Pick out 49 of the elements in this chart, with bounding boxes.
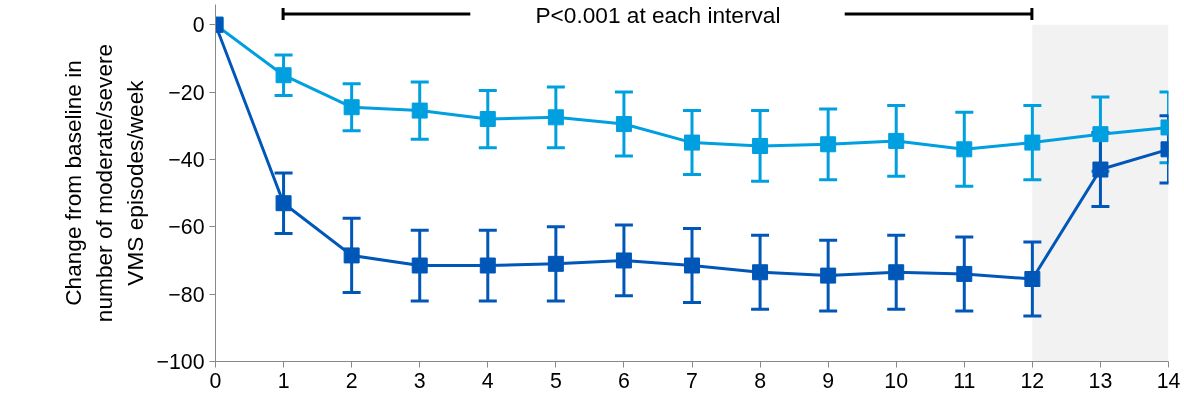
point <box>752 137 769 154</box>
x-tick-label: 12 <box>1020 368 1045 393</box>
point <box>411 257 428 274</box>
x-tick-label: 14 <box>1156 368 1181 393</box>
point <box>684 134 700 151</box>
x-tick-label: 10 <box>884 368 909 393</box>
point <box>956 265 973 282</box>
point <box>888 264 905 281</box>
x-tick-label: 7 <box>686 368 698 393</box>
point <box>275 67 292 84</box>
y-tick-label: −100 <box>156 350 205 374</box>
point <box>547 255 564 272</box>
x-tick-label: 4 <box>481 368 494 393</box>
y-axis-title: Change from baseline in number of moderate/severe VMS episodes/week <box>60 43 149 323</box>
point <box>752 264 769 281</box>
x-tick-label: 11 <box>953 368 976 393</box>
point <box>1092 161 1109 178</box>
x-tick-label: 13 <box>1088 368 1113 393</box>
x-tick-label: 3 <box>413 368 426 393</box>
point <box>411 102 428 119</box>
point <box>343 99 360 116</box>
point <box>479 257 496 274</box>
y-tick-label: −20 <box>168 80 205 105</box>
point <box>615 252 632 269</box>
x-tick-label: 0 <box>209 368 222 393</box>
point <box>343 247 360 264</box>
x-tick-label: 1 <box>277 368 290 393</box>
y-tick-label: −40 <box>168 147 205 172</box>
point <box>888 132 905 149</box>
point <box>684 257 700 274</box>
point <box>547 109 564 126</box>
point <box>820 267 837 284</box>
point <box>820 136 837 153</box>
annotation: P<0.001 at each interval <box>535 1 781 28</box>
x-tick-label: 5 <box>549 368 562 393</box>
point <box>615 116 632 133</box>
point <box>479 111 496 128</box>
x-tick-label: 8 <box>754 368 767 393</box>
point <box>1024 134 1041 151</box>
y-tick-label: −60 <box>168 215 205 240</box>
point <box>1024 270 1041 287</box>
point <box>1092 126 1109 143</box>
y-tick-label: 0 <box>192 13 205 38</box>
x-tick-label: 2 <box>345 368 358 393</box>
y-tick-label: −80 <box>168 282 205 307</box>
x-tick-label: 9 <box>822 368 835 393</box>
x-tick-label: 6 <box>618 368 630 393</box>
point <box>275 195 292 212</box>
point <box>956 141 973 158</box>
